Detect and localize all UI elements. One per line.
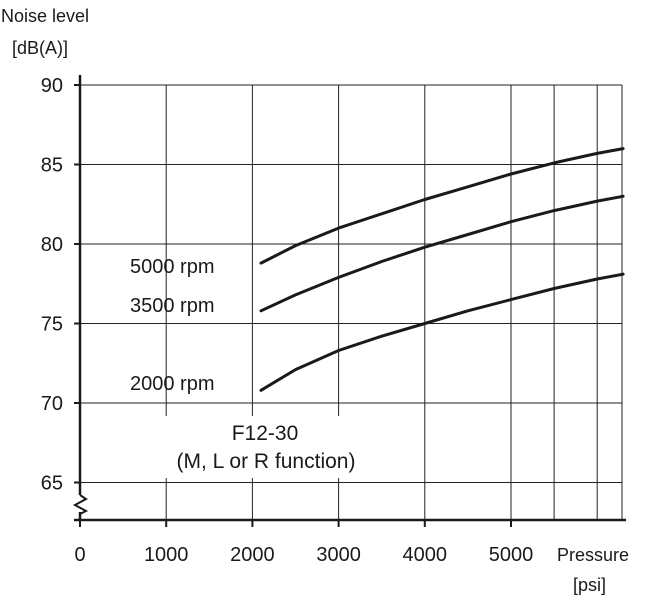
y-tick-label-85: 85 xyxy=(41,155,63,177)
series-line-3500-rpm xyxy=(259,194,625,313)
y-tick-label-75: 75 xyxy=(41,314,63,336)
series-line-2000-rpm xyxy=(259,272,625,392)
series-label-5000rpm: 5000 rpm xyxy=(130,256,215,278)
y-axis-label-line2: [dB(A)] xyxy=(12,38,68,58)
series-label-2000rpm: 2000 rpm xyxy=(130,373,215,395)
grid-lines xyxy=(80,84,623,520)
x-tick-label-1000: 1000 xyxy=(144,544,189,566)
x-tick-label-4000: 4000 xyxy=(403,544,448,566)
series-line-5000-rpm xyxy=(259,147,625,265)
y-axis-label-line1: Noise level xyxy=(1,6,89,26)
y-axis-break xyxy=(72,494,89,515)
annotation-function: (M, L or R function) xyxy=(177,450,356,473)
tick-labels: 65 70 75 80 85 90 0 1000 2000 3000 4000 5000 xyxy=(41,75,534,566)
y-tick-label-80: 80 xyxy=(41,234,63,256)
x-tick-label-2000: 2000 xyxy=(230,544,275,566)
annotation-model: F12-30 xyxy=(232,422,299,445)
y-tick-label-70: 70 xyxy=(41,393,63,415)
series-label-3500rpm: 3500 rpm xyxy=(130,295,215,317)
x-tick-label-5000: 5000 xyxy=(489,544,534,566)
axes xyxy=(72,75,626,527)
y-tick-label-90: 90 xyxy=(41,75,63,97)
x-tick-label-0: 0 xyxy=(74,544,85,566)
y-tick-label-65: 65 xyxy=(41,473,63,495)
series-curves xyxy=(259,147,625,392)
x-axis-label-line2: [psi] xyxy=(573,575,606,595)
x-tick-label-3000: 3000 xyxy=(316,544,361,566)
annotation-backdrop xyxy=(140,416,370,478)
x-axis-label-line1: Pressure xyxy=(557,545,629,565)
